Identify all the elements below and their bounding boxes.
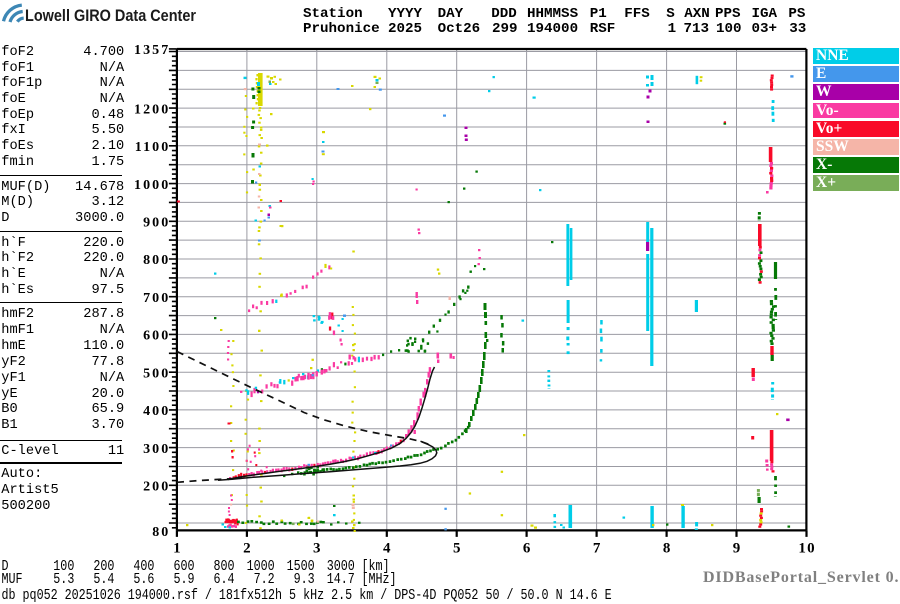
svg-text:1200: 1200 — [134, 102, 170, 117]
svg-text:4: 4 — [383, 540, 392, 556]
svg-text:800: 800 — [143, 253, 170, 268]
svg-text:1357: 1357 — [134, 43, 170, 58]
svg-text:400: 400 — [143, 404, 170, 419]
svg-text:300: 300 — [143, 442, 170, 457]
svg-text:2: 2 — [243, 540, 252, 556]
svg-text:900: 900 — [143, 216, 170, 231]
svg-text:600: 600 — [143, 329, 170, 344]
svg-text:200: 200 — [143, 480, 170, 495]
svg-text:7: 7 — [593, 540, 602, 556]
svg-text:10: 10 — [798, 540, 815, 556]
svg-text:9: 9 — [733, 540, 742, 556]
svg-text:6: 6 — [523, 540, 532, 556]
svg-text:3: 3 — [313, 540, 322, 556]
svg-text:500: 500 — [143, 366, 170, 381]
svg-text:700: 700 — [143, 291, 170, 306]
svg-text:80: 80 — [152, 525, 170, 540]
svg-text:1: 1 — [173, 540, 182, 556]
svg-text:5: 5 — [453, 540, 462, 556]
svg-text:1000: 1000 — [134, 178, 170, 193]
svg-text:8: 8 — [663, 540, 672, 556]
svg-text:1100: 1100 — [135, 140, 171, 155]
